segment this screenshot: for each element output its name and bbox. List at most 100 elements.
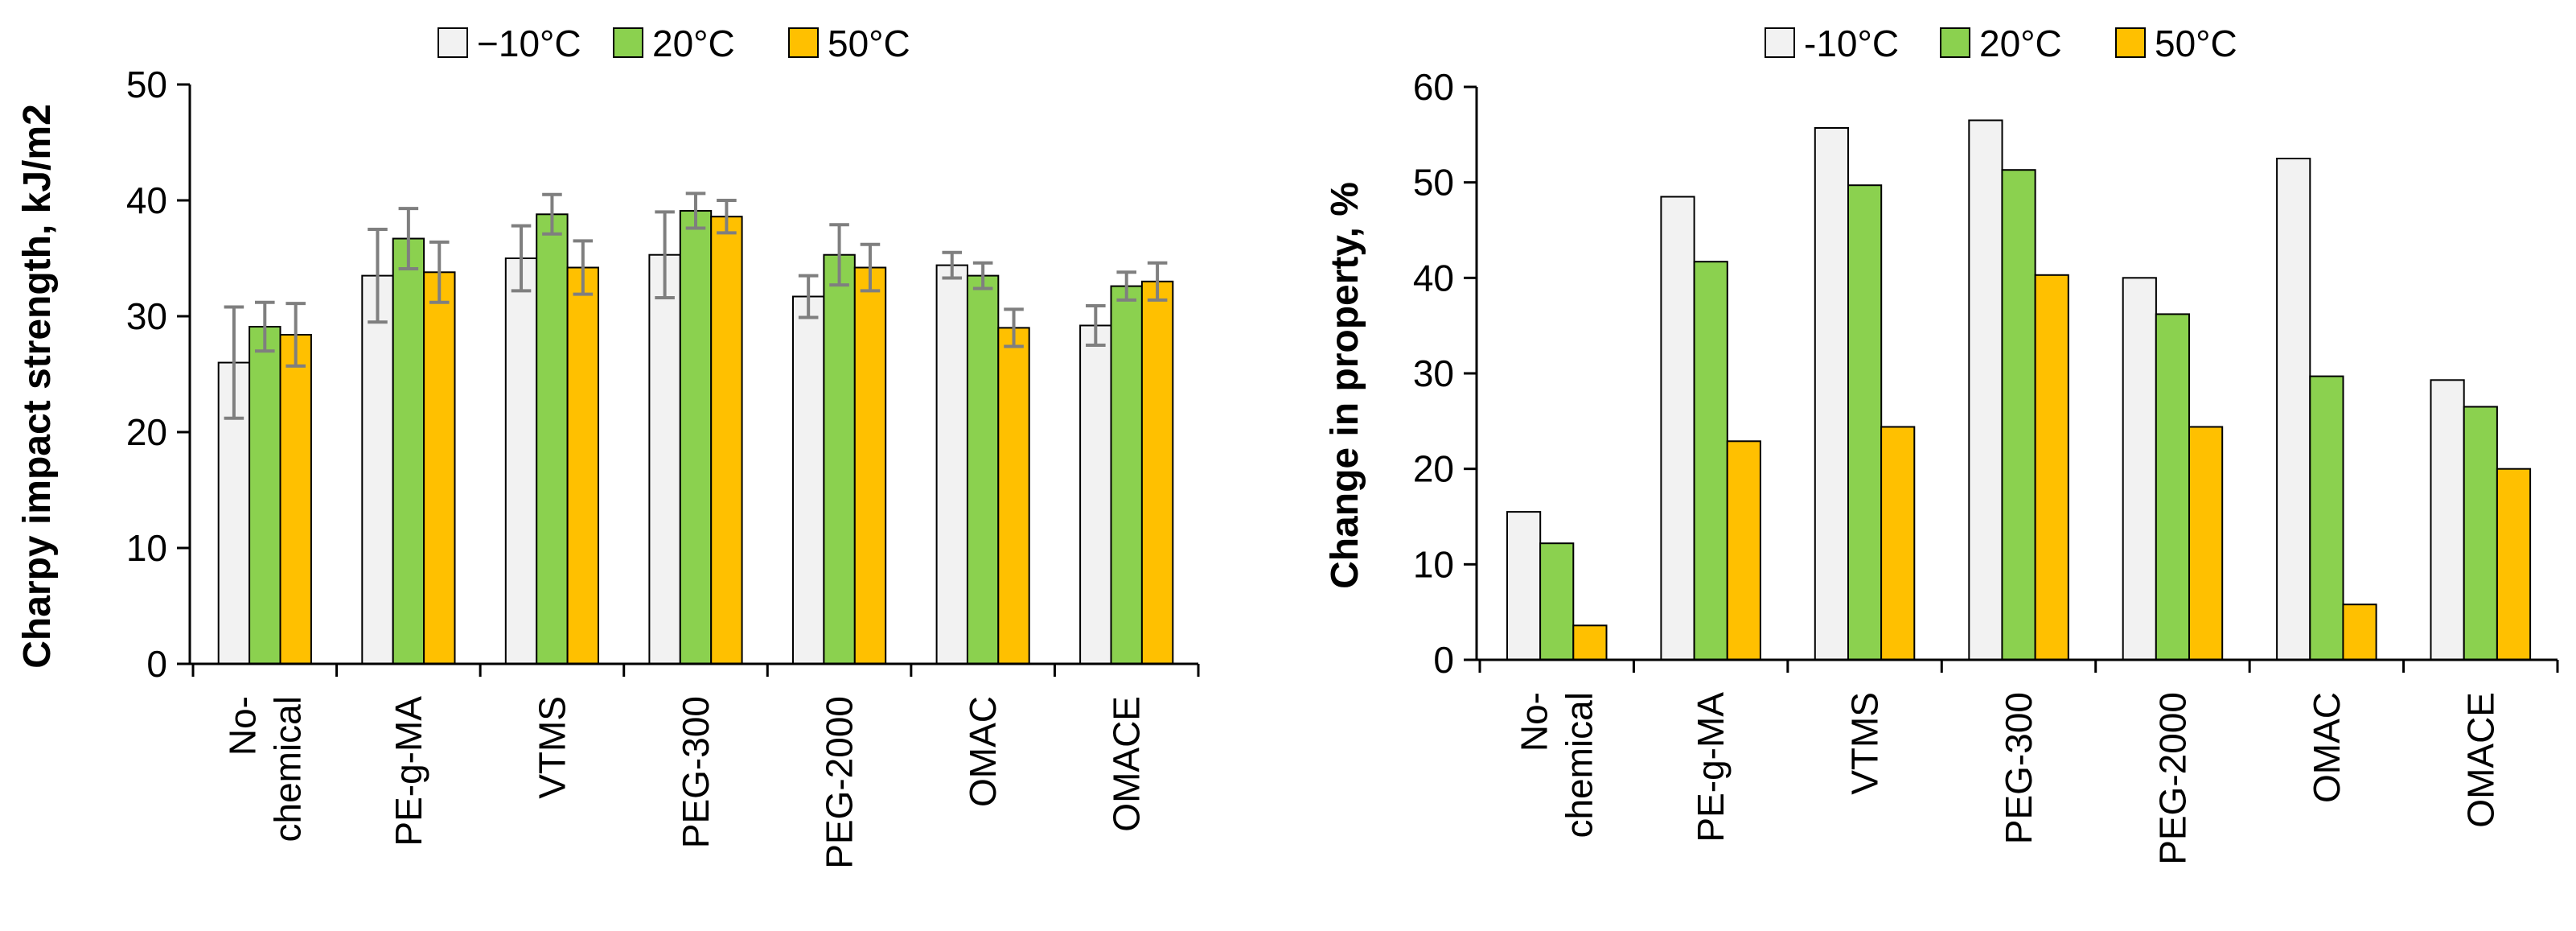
bar-50°C-0 <box>1572 624 1608 661</box>
bar-−10°C-2 <box>504 257 538 665</box>
category-label-4-0: PEG-2000 <box>819 696 861 869</box>
bar-50°C-3 <box>2034 274 2069 661</box>
bar-20°C-6 <box>1110 285 1143 665</box>
bar-50°C-2 <box>566 266 599 665</box>
bar--10°C-5 <box>2276 158 2311 661</box>
bar-20°C-4 <box>823 253 856 665</box>
error-bar-20°C-4 <box>829 223 849 287</box>
error-bar-−10°C-4 <box>798 274 819 319</box>
legend-label-1: 20°C <box>652 23 735 64</box>
error-bar-−10°C-0 <box>224 305 244 420</box>
error-bar-50°C-4 <box>860 242 881 293</box>
legend-swatch-2 <box>2115 27 2146 58</box>
y-tick-label-40: 40 <box>1413 257 1454 299</box>
error-bar-−10°C-5 <box>942 250 963 280</box>
bar-20°C-6 <box>2463 406 2498 661</box>
bar-20°C-2 <box>536 213 569 665</box>
bar-20°C-1 <box>1693 261 1728 661</box>
legend-swatch-0 <box>1765 27 1795 58</box>
category-label-0-0: No- <box>1514 692 1555 752</box>
y-tick-label-50: 50 <box>1413 162 1454 204</box>
y-axis-title: Change in property, % <box>1324 182 1366 589</box>
bar-20°C-5 <box>2309 375 2344 661</box>
category-label-0-1: chemical <box>1559 692 1600 838</box>
error-bar-50°C-5 <box>1004 307 1024 348</box>
bar-−10°C-3 <box>648 253 681 665</box>
bar-20°C-3 <box>679 210 713 665</box>
y-tick-label-50: 50 <box>126 64 167 105</box>
error-bar-20°C-6 <box>1116 270 1136 302</box>
legend-label-1: 20°C <box>1979 23 2062 64</box>
error-bar-20°C-2 <box>542 192 562 236</box>
category-label-0-0: No- <box>221 696 263 756</box>
legend-label-2: 50°C <box>2155 23 2237 64</box>
category-label-3-0: PEG-300 <box>675 696 717 848</box>
error-bar-20°C-1 <box>398 207 419 270</box>
bar-−10°C-1 <box>361 274 394 665</box>
bar-50°C-4 <box>853 266 887 665</box>
y-tick-label-20: 20 <box>1413 448 1454 490</box>
chart-change-in-property: 0 10 20 30 40 50 60 No-chemical PE-g-MA VTMS PEG-3… <box>1324 23 2559 865</box>
error-bar-50°C-6 <box>1147 261 1168 302</box>
error-bar-−10°C-3 <box>655 210 675 299</box>
bar-50°C-3 <box>710 216 743 665</box>
y-tick-label-0: 0 <box>1433 639 1454 681</box>
error-bar-20°C-0 <box>255 300 275 353</box>
bar-50°C-1 <box>1726 440 1761 661</box>
y-tick-label-30: 30 <box>1413 352 1454 394</box>
bar-50°C-4 <box>2188 426 2224 661</box>
bar--10°C-4 <box>2122 277 2157 661</box>
category-label-4-0: PEG-2000 <box>2151 692 2193 865</box>
bar-50°C-0 <box>279 334 312 665</box>
bar-20°C-4 <box>2155 313 2191 661</box>
y-tick-label-40: 40 <box>126 179 167 221</box>
bar-−10°C-6 <box>1079 324 1112 665</box>
error-bar-−10°C-6 <box>1086 304 1106 347</box>
y-tick-label-60: 60 <box>1413 66 1454 108</box>
bar--10°C-2 <box>1814 127 1850 661</box>
legend-label-2: 50°C <box>828 23 910 64</box>
bar--10°C-1 <box>1660 196 1695 661</box>
legend-swatch-2 <box>788 27 819 58</box>
category-label-6-0: OMACE <box>2459 692 2501 828</box>
error-bar-20°C-5 <box>972 261 993 290</box>
bar-50°C-6 <box>2496 468 2532 661</box>
y-tick-label-20: 20 <box>126 411 167 453</box>
bar-20°C-3 <box>2001 169 2036 661</box>
error-bar-50°C-0 <box>286 302 306 368</box>
error-bar-50°C-2 <box>573 239 594 296</box>
category-label-5-0: OMAC <box>2306 692 2348 803</box>
bar-20°C-1 <box>392 237 425 665</box>
category-label-2-0: VTMS <box>531 696 573 799</box>
legend-label-0: -10°C <box>1804 23 1899 64</box>
category-label-5-0: OMAC <box>962 696 1004 807</box>
bar-20°C-5 <box>966 274 1000 665</box>
bar-50°C-5 <box>2342 604 2377 661</box>
bar-50°C-6 <box>1140 280 1174 665</box>
error-bar-−10°C-2 <box>511 224 532 293</box>
category-label-1-0: PE-g-MA <box>388 696 429 847</box>
y-tick-label-10: 10 <box>1413 543 1454 585</box>
bar-50°C-1 <box>423 271 456 665</box>
bar-20°C-2 <box>1847 184 1883 661</box>
legend-label-0: −10°C <box>477 23 581 64</box>
bar--10°C-6 <box>2430 379 2465 661</box>
bar-20°C-0 <box>249 326 281 665</box>
y-tick-label-30: 30 <box>126 295 167 337</box>
bar--10°C-0 <box>1506 511 1542 661</box>
category-label-1-0: PE-g-MA <box>1690 692 1732 842</box>
error-bar-50°C-3 <box>717 199 737 235</box>
category-label-0-1: chemical <box>266 696 308 842</box>
bar-−10°C-4 <box>792 295 825 665</box>
category-label-3-0: PEG-300 <box>1998 692 2040 844</box>
category-label-6-0: OMACE <box>1106 696 1148 832</box>
error-bar-20°C-3 <box>685 192 706 230</box>
y-tick-label-0: 0 <box>146 643 167 685</box>
bar--10°C-3 <box>1968 119 2003 661</box>
legend-swatch-1 <box>613 27 643 58</box>
y-tick-label-10: 10 <box>126 527 167 569</box>
legend-swatch-0 <box>438 27 468 58</box>
category-label-2-0: VTMS <box>1844 692 1886 795</box>
bar-50°C-5 <box>997 327 1030 665</box>
y-axis-title: Charpy impact strength, kJ/m2 <box>16 104 59 669</box>
